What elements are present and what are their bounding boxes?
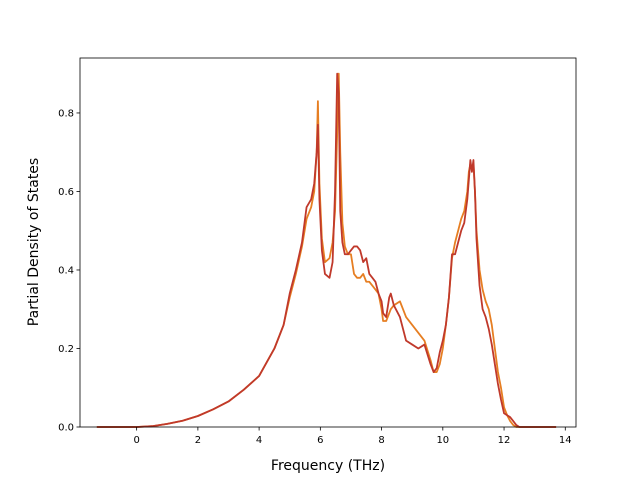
series-layer — [96, 72, 557, 428]
x-axis-ticks: 0 2 4 6 8 10 12 14 — [133, 427, 572, 446]
x-tick-label: 0 — [133, 435, 139, 446]
x-axis-label: Frequency (THz) — [271, 458, 385, 474]
y-tick-label: 0.6 — [58, 187, 74, 198]
plot-frame — [79, 57, 577, 428]
y-axis-label: Partial Density of States — [26, 158, 42, 326]
x-tick-label: 6 — [317, 435, 323, 446]
series-line-2 — [96, 72, 557, 428]
x-tick-label: 12 — [498, 435, 511, 446]
x-tick-label: 2 — [195, 435, 201, 446]
y-tick-label: 0.4 — [58, 265, 74, 276]
x-tick-label: 14 — [559, 435, 572, 446]
x-tick-label: 10 — [436, 435, 449, 446]
y-axis-ticks: 0.0 0.2 0.4 0.6 0.8 — [58, 108, 80, 434]
y-tick-label: 0.8 — [58, 108, 74, 119]
x-tick-label: 4 — [256, 435, 262, 446]
x-tick-label: 8 — [378, 435, 384, 446]
y-tick-label: 0.2 — [58, 344, 74, 355]
y-tick-label: 0.0 — [58, 423, 74, 434]
series-line-1 — [96, 72, 557, 428]
